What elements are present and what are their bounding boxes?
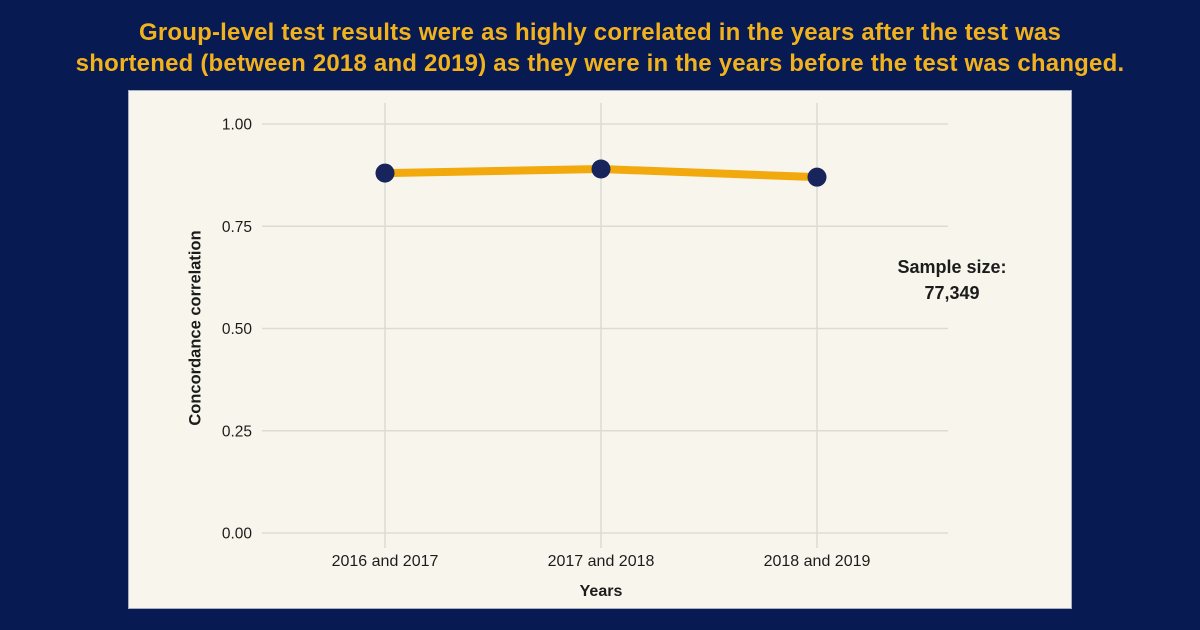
data-point xyxy=(591,159,611,179)
headline-line-1: Group-level test results were as highly … xyxy=(138,19,1062,46)
y-axis-title: Concordance correlation xyxy=(186,230,205,426)
data-point xyxy=(375,163,395,183)
data-point xyxy=(807,167,827,187)
headline-line-2: shortened (between 2018 and 2019) as the… xyxy=(75,50,1125,77)
y-tick-label: 0.50 xyxy=(222,321,253,338)
y-tick-label: 0.00 xyxy=(222,526,253,543)
x-axis-title: Years xyxy=(579,583,623,600)
y-tick-label: 0.75 xyxy=(222,219,252,236)
chart-card: 0.00 0.25 0.50 0.75 1.00 2016 and 2017 2017 an… xyxy=(129,91,1071,608)
sample-size-annotation: Sample size: 77,349 xyxy=(897,254,1006,306)
x-tick-label: 2017 and 2018 xyxy=(548,553,655,570)
sample-size-label: Sample size: xyxy=(897,257,1007,277)
y-tick-label: 0.25 xyxy=(222,423,252,440)
y-tick-label: 1.00 xyxy=(222,117,253,134)
sample-size-value: 77,349 xyxy=(924,283,980,303)
chart-svg: 0.00 0.25 0.50 0.75 1.00 2016 and 2017 2017 an… xyxy=(222,103,948,570)
x-tick-label: 2018 and 2019 xyxy=(764,553,871,570)
chart-headline: Group-level test results were as highly … xyxy=(0,0,1200,79)
x-tick-label: 2016 and 2017 xyxy=(332,553,439,570)
